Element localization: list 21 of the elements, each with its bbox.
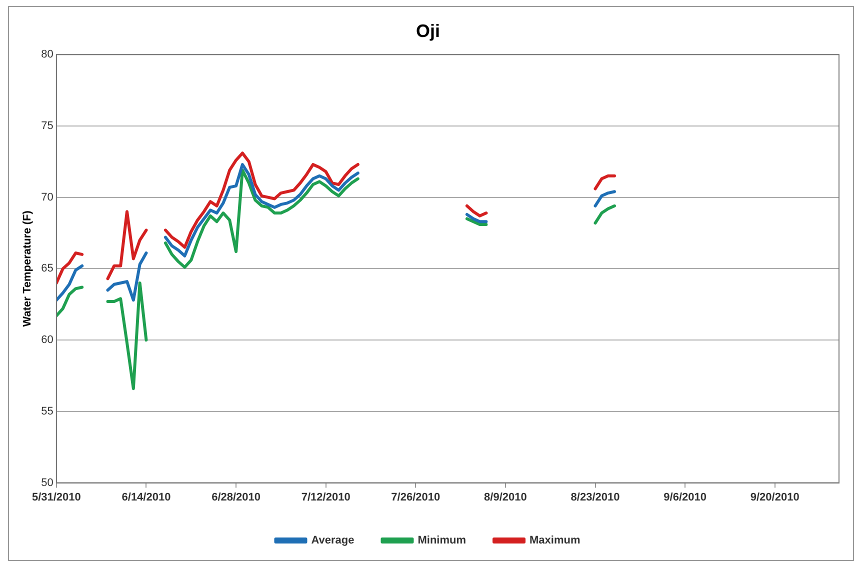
legend-label: Minimum	[418, 534, 466, 547]
x-tick-label: 6/14/2010	[122, 491, 171, 504]
y-tick-label: 50	[41, 476, 54, 489]
y-tick-label: 60	[41, 334, 54, 346]
x-tick-label: 9/20/2010	[750, 491, 800, 504]
y-tick-label: 55	[41, 405, 54, 418]
y-tick-label: 75	[41, 120, 54, 132]
x-tick-label: 7/26/2010	[391, 491, 440, 504]
y-tick-label: 70	[41, 191, 54, 204]
y-axis-title: Water Temperature (F)	[22, 210, 34, 327]
x-tick-label: 7/12/2010	[301, 491, 350, 504]
y-tick-label: 80	[41, 48, 54, 61]
x-tick-label: 8/9/2010	[484, 491, 527, 504]
y-tick-label: 65	[41, 262, 54, 275]
chart-title: Oji	[416, 20, 440, 41]
x-tick-label: 5/31/2010	[32, 491, 81, 504]
legend-label: Average	[311, 534, 354, 547]
legend-label: Maximum	[530, 534, 580, 547]
x-tick-label: 6/28/2010	[212, 491, 261, 504]
x-tick-label: 9/6/2010	[664, 491, 706, 504]
x-tick-label: 8/23/2010	[570, 491, 620, 504]
